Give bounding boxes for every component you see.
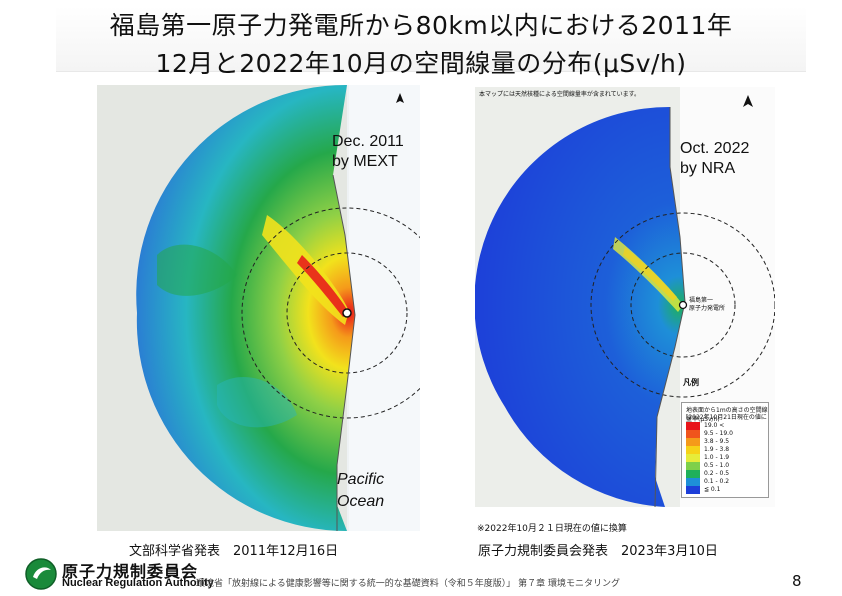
legend-item: 9.5 - 19.0	[686, 430, 766, 438]
legend-item: 1.0 - 1.9	[686, 454, 766, 462]
legend-label: ≦ 0.1	[704, 486, 721, 493]
legend-label: 1.9 - 3.8	[704, 446, 730, 453]
map-2022-caption-date: Oct. 2022	[680, 140, 750, 157]
legend-item: ≦ 0.1	[686, 486, 766, 494]
ocean-label: Pacific Ocean	[337, 469, 384, 513]
legend-label: 0.2 - 0.5	[704, 470, 730, 477]
nra-logo-icon	[25, 558, 57, 590]
legend-item: 3.8 - 9.5	[686, 438, 766, 446]
legend-heading: 凡例	[683, 378, 699, 387]
page-number: 8	[792, 572, 802, 590]
legend-item: 19.0 <	[686, 422, 766, 430]
nra-logo: 原子力規制委員会 Nuclear Regulation Authority	[24, 557, 214, 593]
legend-label: 19.0 <	[704, 422, 725, 429]
source-2011: 文部科学省発表 2011年12月16日	[129, 544, 339, 559]
ocean-label-line1: Pacific	[337, 471, 385, 488]
legend-swatch	[686, 478, 700, 486]
org-name-en: Nuclear Regulation Authority	[62, 577, 214, 589]
plant-label: 福島第一 原子力発電所	[689, 297, 725, 313]
legend-item: 0.2 - 0.5	[686, 470, 766, 478]
footnote: ※2022年10月２１日現在の値に換算	[477, 524, 627, 534]
legend-swatch	[686, 438, 700, 446]
legend-swatch	[686, 446, 700, 454]
dose-rate-legend: 地表面から1mの高さの空間線量率(μSv/h) [2022年10月21日現在の値…	[681, 402, 769, 498]
legend-label: 0.5 - 1.0	[704, 462, 730, 469]
plant-label-line2: 原子力発電所	[689, 305, 726, 312]
legend-label: 9.5 - 19.0	[704, 430, 733, 437]
map-2011-caption-date: Dec. 2011	[332, 133, 404, 150]
legend-swatch	[686, 454, 700, 462]
slide-title-line1: 福島第一原子力発電所から80km以内における2011年	[109, 11, 733, 40]
slide-title-line2: 12月と2022年10月の空間線量の分布(μSv/h)	[155, 49, 687, 78]
footer-reference: 環境省「放射線による健康影響等に関する統一的な基礎資料（令和５年度版）」 第７章…	[196, 579, 620, 589]
plant-label-line1: 福島第一	[689, 297, 714, 304]
legend-item: 1.9 - 3.8	[686, 446, 766, 454]
legend-item: 0.1 - 0.2	[686, 478, 766, 486]
legend-swatch	[686, 430, 700, 438]
title-banner	[56, 6, 806, 72]
map-2022-caption-source: by NRA	[680, 160, 736, 177]
map-2011-caption: Dec. 2011 by MEXT	[332, 132, 404, 172]
map-2022-caption: Oct. 2022 by NRA	[680, 139, 749, 179]
legend-swatch	[686, 422, 700, 430]
source-2022: 原子力規制委員会発表 2023年3月10日	[478, 544, 718, 559]
ocean-label-line2: Ocean	[337, 493, 385, 510]
legend-swatch	[686, 462, 700, 470]
map-2022-header-note: 本マップには天然核種による空間線量率が含まれています。	[479, 91, 641, 98]
legend-title: 地表面から1mの高さの空間線量率(μSv/h)	[686, 407, 768, 423]
map-2011-caption-source: by MEXT	[332, 153, 398, 170]
legend-label: 3.8 - 9.5	[704, 438, 730, 445]
org-name-jp: 原子力規制委員会	[62, 562, 199, 581]
legend-swatch	[686, 470, 700, 478]
legend-label: 0.1 - 0.2	[704, 478, 730, 485]
legend-label: 1.0 - 1.9	[704, 454, 730, 461]
map-2011-graphic	[97, 85, 420, 531]
legend-swatch	[686, 486, 700, 494]
map-2011: Dec. 2011 by MEXT Pacific Ocean	[97, 85, 420, 531]
legend-item: 0.5 - 1.0	[686, 462, 766, 470]
